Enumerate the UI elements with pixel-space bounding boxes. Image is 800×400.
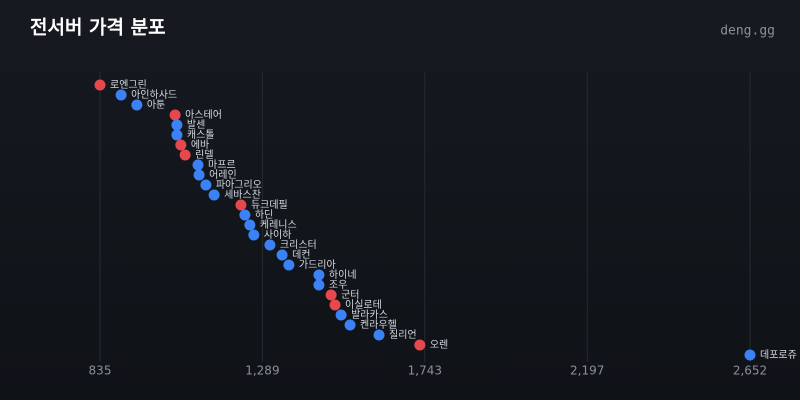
dot [248,229,260,241]
point-label: 린델 [195,149,213,161]
point-label: 켄라우헬 [360,319,397,331]
dot [235,199,247,211]
dot [179,149,191,161]
dot [283,259,295,271]
point-label: 사이하 [264,228,292,241]
point-label: 아인하사드 [131,88,177,101]
point-label: 아툰 [147,99,165,111]
point-label: 발센 [187,119,205,131]
point-label: 어레인 [209,169,237,181]
x-tick-label: 1,743 [408,364,442,378]
point-label: 세바스찬 [224,189,261,201]
point-label: 아스테어 [185,109,222,121]
point-label: 데포로쥬 [760,349,797,361]
dot [131,99,143,111]
point-label: 이실로테 [345,299,382,311]
dot [200,179,212,191]
dot [276,249,288,261]
point-label: 하이네 [329,268,357,281]
point-label: 데컨 [292,249,310,261]
dot [264,239,276,251]
point-label: 파아그리오 [216,179,262,191]
x-tick-label: 2,652 [733,364,767,378]
point-label: 캐스톨 [187,129,215,141]
point-label: 크리스터 [280,239,317,251]
point-label: 질리언 [389,329,417,341]
dot [344,319,356,331]
dot [169,109,181,121]
brand: deng.gg [720,24,775,39]
point-label: 마프르 [208,159,236,171]
dot [313,279,325,291]
dot [239,209,251,221]
chart-title: 전서버 가격 분포 [30,17,166,39]
dot [744,349,756,361]
point-label: 조우 [329,279,347,291]
dot [313,269,325,281]
x-tick-label: 1,289 [245,364,279,378]
dot [208,189,220,201]
point-label: 듀크데필 [251,199,288,211]
dot [171,119,183,131]
dot [244,219,256,231]
dot [193,169,205,181]
dot [414,339,426,351]
dot [192,159,204,171]
dot [335,309,347,321]
dot [329,299,341,311]
x-tick-label: 2,197 [570,364,604,378]
dot [171,129,183,141]
dot [175,139,187,151]
point-label: 에바 [191,139,209,151]
point-label: 가드리아 [299,259,336,271]
point-label: 케레니스 [260,219,297,231]
point-label: 오렌 [430,339,448,351]
point-label: 발라카스 [351,309,388,321]
point-label: 군터 [341,289,359,301]
dot [115,89,127,101]
dot [325,289,337,301]
point-label: 하딘 [255,208,273,221]
point-label: 로엔그린 [110,79,147,91]
dot [94,79,106,91]
x-tick-label: 835 [89,364,112,378]
dot [373,329,385,341]
